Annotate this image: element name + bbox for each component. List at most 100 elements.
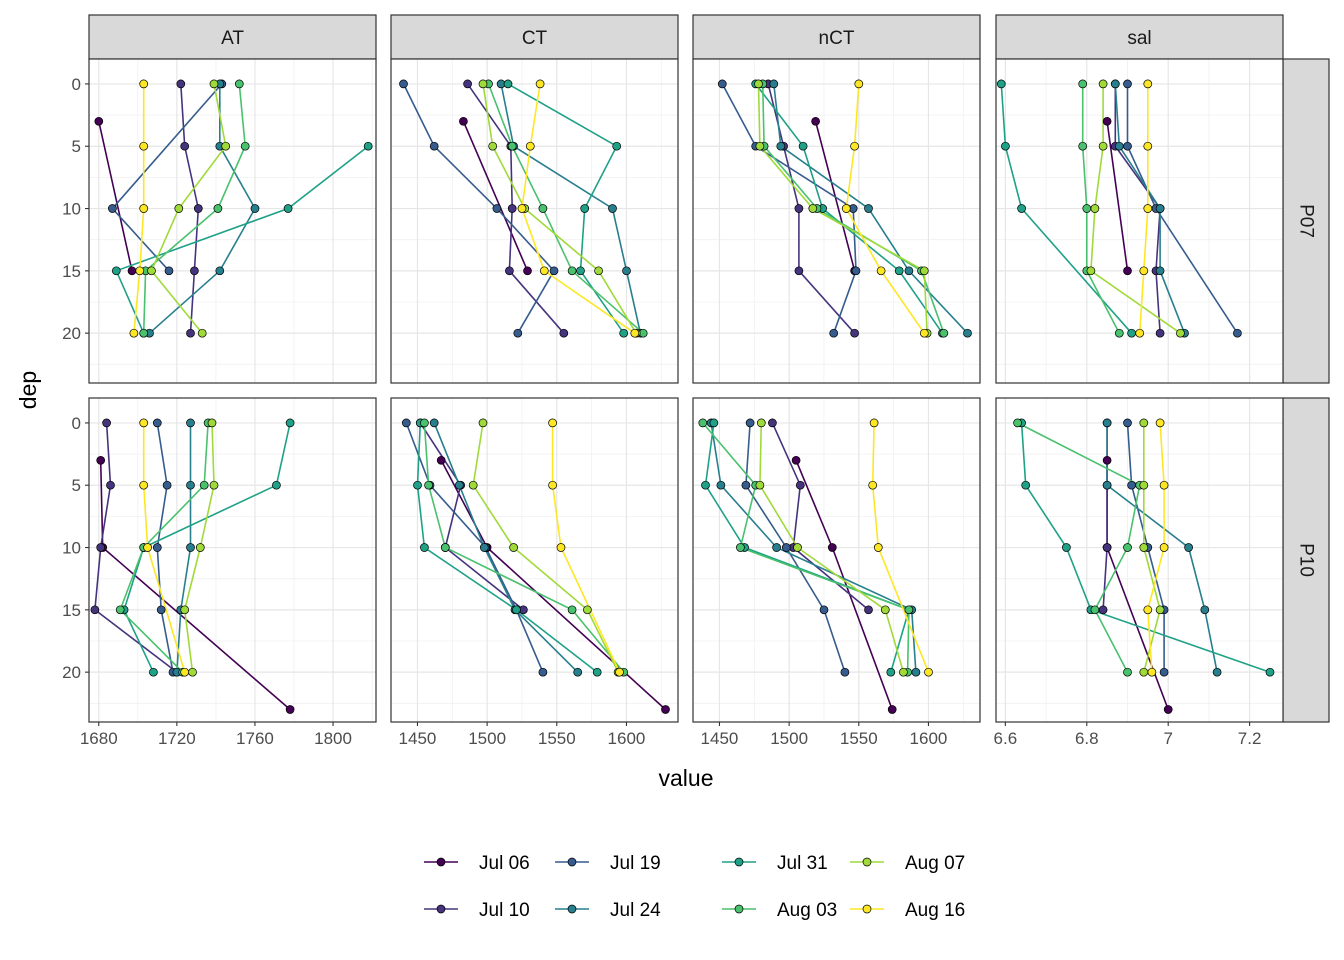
data-point [209, 79, 219, 89]
data-point [106, 480, 115, 490]
x-tick-label: 1550 [840, 729, 878, 748]
data-point [283, 204, 293, 213]
data-point [580, 204, 590, 213]
data-point [180, 141, 190, 151]
panel-border [692, 397, 981, 723]
data-point [221, 141, 231, 151]
strip-P07: P07 [1282, 58, 1330, 384]
y-axis-P07: 0 5 10 15 20 [62, 75, 89, 343]
data-point [156, 605, 166, 615]
data-point [854, 79, 864, 89]
data-point [549, 266, 559, 276]
data-point [1114, 141, 1124, 151]
data-point [139, 79, 149, 89]
data-point [1143, 605, 1153, 615]
data-point [701, 480, 710, 490]
data-point [1159, 480, 1169, 490]
legend-label: Jul 31 [777, 853, 828, 874]
data-point [612, 141, 622, 151]
data-point [1021, 480, 1031, 490]
data-point [795, 480, 805, 490]
data-point [1212, 667, 1222, 677]
strip-AT: AT [88, 14, 377, 60]
data-point [1163, 705, 1173, 714]
data-point [363, 141, 373, 151]
series-line-Jul-10 [419, 422, 524, 611]
data-point [420, 543, 429, 552]
legend-label: Aug 16 [905, 900, 965, 921]
data-point [576, 266, 585, 276]
data-point [517, 204, 527, 213]
data-point [513, 328, 523, 338]
data-point [1090, 204, 1100, 213]
data-point [102, 418, 111, 428]
strip-box [88, 14, 377, 60]
x-axis-nCT: 1450 1500 1550 1600 [701, 722, 947, 748]
data-point [794, 204, 804, 213]
data-point [525, 141, 535, 151]
legend-key-point [734, 904, 744, 914]
panel-background [391, 398, 678, 722]
strip-label: sal [1127, 28, 1151, 49]
data-point [1155, 204, 1165, 213]
y-tick-label: 20 [62, 663, 81, 682]
data-point [1102, 116, 1112, 126]
data-point [548, 480, 557, 490]
x-axis-title: value [659, 765, 714, 791]
data-point [1114, 328, 1124, 338]
y-tick-label: 5 [72, 476, 81, 495]
data-point [791, 455, 801, 465]
legend-key-point [567, 904, 577, 914]
data-point [769, 79, 779, 89]
data-point [919, 328, 929, 338]
strip-label: P07 [1296, 204, 1317, 238]
strip-sal: sal [995, 14, 1284, 60]
data-point [538, 667, 548, 677]
data-point [776, 141, 786, 151]
data-point [463, 79, 472, 89]
x-axis-CT: 1450 1500 1550 1600 [399, 722, 645, 748]
data-point [608, 204, 617, 213]
legend: Jul 06 Jul 10 Jul 19 Jul 24 Jul 31 Aug 03 Aug … [424, 853, 965, 921]
panel-border [995, 397, 1284, 723]
data-point [174, 204, 184, 213]
data-point [234, 79, 244, 89]
data-point [1143, 141, 1153, 151]
data-point [630, 328, 640, 338]
x-tick-label: 6.8 [1075, 729, 1099, 748]
data-point [793, 543, 802, 552]
data-point [736, 543, 745, 552]
panel-border [390, 58, 679, 384]
series-line-Jul-10 [771, 422, 870, 611]
series-line-Aug-16 [871, 422, 930, 673]
data-point [615, 667, 624, 677]
data-point [924, 667, 933, 677]
panel-border [692, 58, 981, 384]
data-point [850, 328, 859, 338]
data-point [1159, 543, 1169, 552]
legend-entry-Aug-03: Aug 03 [722, 900, 837, 921]
data-point [811, 116, 820, 126]
data-point [538, 204, 548, 213]
data-point [1176, 328, 1185, 338]
data-point [754, 79, 763, 89]
data-point [798, 141, 808, 151]
data-point [850, 141, 859, 151]
data-point [139, 418, 149, 428]
data-point [592, 667, 602, 677]
series-line-Aug-16 [142, 422, 186, 673]
data-point [143, 543, 152, 552]
legend-key-point [862, 857, 872, 867]
panel-P10-sal [995, 397, 1284, 723]
data-point [583, 605, 592, 615]
data-point [240, 141, 250, 151]
data-point [840, 667, 850, 677]
y-tick-label: 10 [62, 200, 81, 219]
data-point [139, 328, 149, 338]
legend-entry-Aug-07: Aug 07 [850, 853, 965, 874]
legend-label: Jul 19 [610, 853, 661, 874]
data-point [429, 141, 439, 151]
series-line-Jul-06 [1106, 121, 1129, 271]
data-point [479, 543, 489, 552]
data-point [512, 605, 521, 615]
